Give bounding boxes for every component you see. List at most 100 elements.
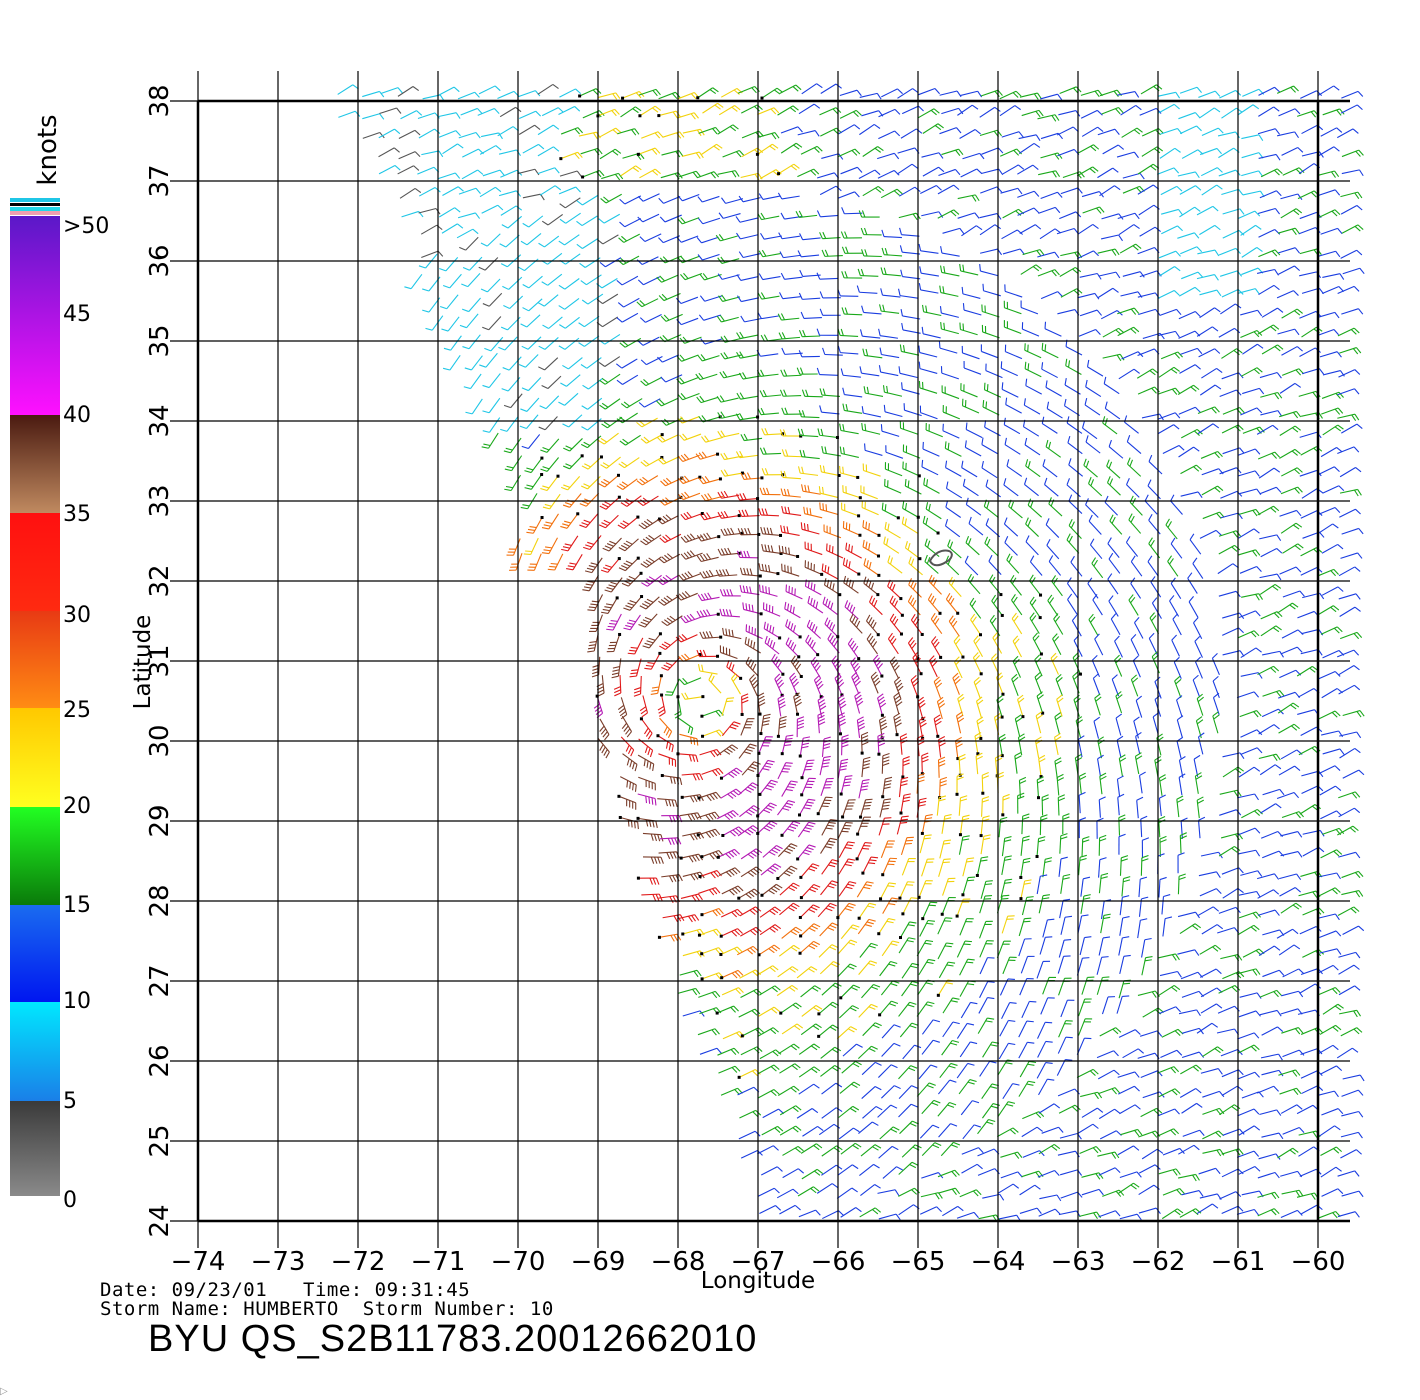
wind-barb [1144,494,1158,515]
wind-barb [1082,206,1105,214]
wind-barb [1158,366,1180,378]
wind-barb [1341,149,1364,158]
rain-flag [796,712,800,716]
rain-flag [876,633,880,637]
wind-barb [1280,486,1303,495]
rain-flag [679,856,683,860]
wind-barb [1318,250,1341,258]
wind-barb [796,367,818,375]
wind-barb [421,150,444,158]
wind-barb [880,267,901,277]
wind-barb [1280,522,1303,534]
wind-barb [780,470,801,480]
wind-barb [798,292,821,300]
rain-flag [859,815,863,819]
wind-barb [1100,234,1123,242]
rain-flag [861,871,865,875]
wind-barb [695,372,718,381]
wind-barb [580,274,602,286]
wind-barb [1109,514,1123,535]
wind-barb [600,557,621,573]
wind-barb [1279,448,1301,459]
wind-barb [857,268,879,277]
rain-flag [715,1011,719,1015]
wind-barb [938,341,958,354]
wind-barb [1120,104,1142,116]
wind-barb [1337,388,1360,396]
rain-flag [759,612,763,616]
rain-flag [701,734,705,738]
rain-flag [816,812,820,816]
wind-barb [800,522,820,535]
wind-barb [540,438,560,453]
wind-barb [716,395,739,403]
wind-barb [1199,384,1222,396]
wind-barb [717,547,741,556]
wind-barb [740,472,764,481]
wind-barb [617,297,640,308]
wind-barb [437,86,460,97]
wind-barb [1000,361,1018,377]
wind-barb [981,168,1004,176]
wind-barb [1097,167,1119,179]
rain-flag [857,514,861,518]
wind-barb [918,361,938,374]
wind-barb [560,127,584,135]
rain-flag [799,896,803,900]
wind-barb [883,404,903,418]
wind-barb [1037,251,1060,259]
rain-flag [721,833,725,837]
wind-barb [598,356,621,367]
wind-barb [1006,459,1023,477]
wind-barb [637,213,660,223]
wind-barb [482,417,501,433]
rain-flag [899,811,903,815]
wind-barb [1158,103,1180,114]
wind-barb [860,485,878,500]
wind-barb [1318,209,1341,219]
wind-barb [735,216,758,223]
rain-flag [1039,593,1043,597]
wind-barb [1108,439,1124,459]
wind-barb [1040,191,1063,200]
rain-flag [939,655,943,659]
wind-barb [1161,208,1184,216]
wind-barb [1162,444,1185,454]
rain-flag [781,432,785,436]
wind-barb [1337,285,1360,294]
wind-barb [640,455,664,467]
wind-barb [1199,107,1221,119]
wind-barb [797,250,820,258]
wind-barb [698,314,722,321]
wind-barb [541,107,564,117]
wind-barb [1339,347,1362,355]
rain-flag [657,935,661,939]
wind-barb [1122,271,1145,278]
wind-barb [1197,406,1220,415]
wind-barb [522,143,545,154]
wind-barb [800,145,823,155]
wind-barb [541,537,558,555]
wind-barb [864,443,883,456]
wind-barb [1078,329,1101,337]
legend-label: 10 [63,989,91,1014]
wind-barb [680,511,704,521]
wind-barb [1257,128,1281,135]
wind-barb [980,344,999,359]
wind-barb [1320,227,1343,235]
wind-barb [1104,401,1121,420]
rain-flag [617,495,621,499]
wind-barb [481,432,499,449]
wind-barb [957,104,979,116]
wind-barb [1341,90,1364,99]
wind-barb [559,151,583,161]
wind-barb [1040,93,1063,101]
wind-barb [1277,328,1300,336]
wind-barb [506,538,521,556]
rain-flag [680,795,684,799]
wind-barb [1180,347,1203,355]
rain-flag [636,556,640,560]
wind-barb [618,556,640,572]
wind-barb [1116,151,1139,159]
wind-barb [859,92,882,100]
